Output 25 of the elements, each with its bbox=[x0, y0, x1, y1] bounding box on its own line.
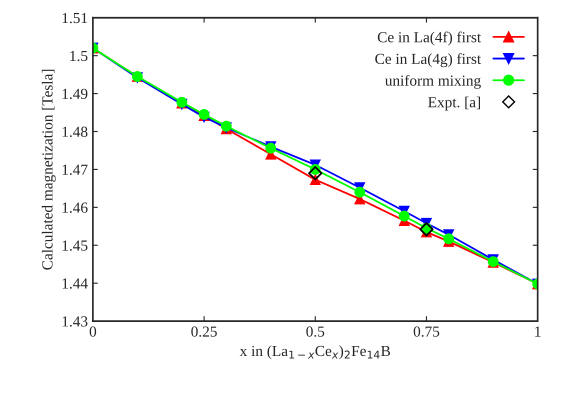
x-tick-label: 0.5 bbox=[306, 326, 324, 337]
legend-label: Ce in La(4f) first bbox=[378, 31, 482, 46]
y-tick-label: 1.46 bbox=[62, 202, 88, 213]
y-tick-label: 1.48 bbox=[62, 126, 88, 138]
point bbox=[443, 233, 454, 244]
point bbox=[398, 210, 410, 222]
x-tick-label: 0 bbox=[90, 326, 96, 337]
x-tick-label: 0.25 bbox=[191, 326, 217, 337]
y-tick-label: 1.47 bbox=[62, 164, 88, 175]
point bbox=[354, 186, 366, 198]
y-tick-label: 1.5 bbox=[70, 50, 88, 62]
legend-label: uniform mixing bbox=[385, 74, 481, 89]
y-tick-label: 1.44 bbox=[62, 278, 88, 289]
text: x in (La$_{1−x}$Ce$_{x}$)$_{2}$Fe$_{14}$B bbox=[240, 345, 390, 360]
legend-label: Expt. [a] bbox=[428, 96, 480, 110]
y-axis-title: Calculated magnetization [Tesla] bbox=[42, 70, 56, 270]
x-tick-label: 0.75 bbox=[414, 326, 440, 337]
y-tick-label: 1.49 bbox=[62, 88, 88, 100]
y-tick-label: 1.51 bbox=[62, 12, 88, 24]
x-tick-label: 1 bbox=[535, 326, 541, 337]
legend-label: Ce in La(4g) first bbox=[375, 53, 482, 68]
point bbox=[419, 222, 434, 236]
y-tick-label: 1.45 bbox=[62, 240, 88, 251]
point bbox=[308, 166, 322, 180]
y-tick-label: 1.43 bbox=[62, 316, 88, 327]
